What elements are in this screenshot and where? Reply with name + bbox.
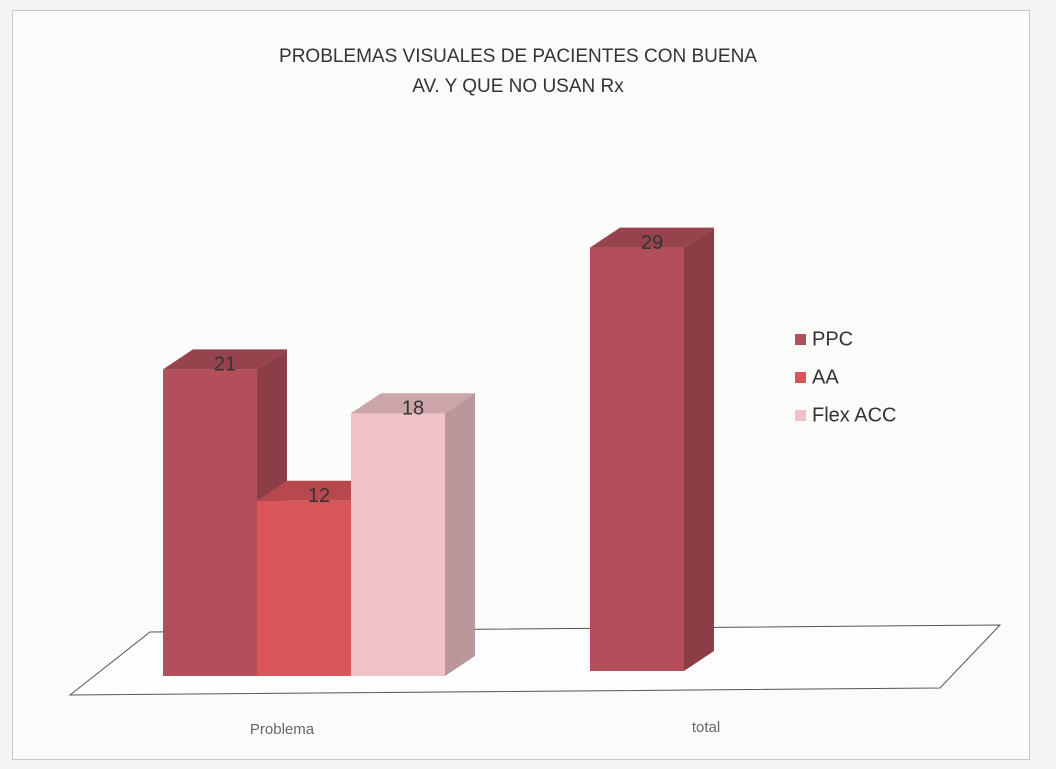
data-label: 21	[214, 354, 236, 376]
bar-front	[163, 369, 257, 676]
legend-label: Flex ACC	[812, 404, 896, 426]
bar-front	[257, 500, 351, 676]
data-label: 12	[308, 485, 330, 507]
bar	[590, 227, 714, 671]
bar-top	[590, 227, 714, 248]
x-tick-label: Problema	[250, 721, 315, 738]
chart-title: PROBLEMAS VISUALES DE PACIENTES CON BUEN…	[279, 46, 757, 97]
bar-front	[351, 413, 445, 676]
data-label: 18	[402, 397, 424, 419]
bar-side	[445, 393, 475, 676]
bar	[351, 393, 475, 676]
legend-swatch	[795, 372, 806, 383]
bar	[163, 349, 287, 676]
legend-swatch	[795, 410, 806, 421]
bar-top	[163, 349, 287, 370]
data-label: 29	[641, 232, 663, 254]
bar-front	[590, 247, 684, 671]
legend-swatch	[795, 334, 806, 345]
bar-side	[684, 227, 714, 671]
bar-top	[351, 393, 475, 414]
bar-top	[257, 480, 381, 501]
legend-label: AA	[812, 366, 839, 388]
legend-label: PPC	[812, 328, 853, 350]
x-tick-label: total	[692, 719, 720, 736]
